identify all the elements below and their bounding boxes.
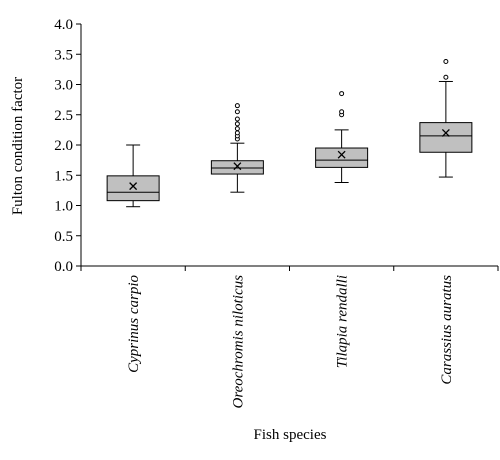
- y-tick-label: 3.0: [54, 78, 73, 94]
- x-category-label: Oreochromis niloticus: [230, 275, 246, 409]
- x-axis-title: Fish species: [254, 427, 327, 443]
- iqr-box: [210, 160, 264, 175]
- x-category-label: Tilapia rendalli: [335, 275, 351, 368]
- outlier-point: [339, 109, 345, 115]
- y-axis-title: Fulton condition factor: [10, 77, 26, 215]
- y-axis: 0.0 0.5 1.0 1.5 2.0 2.5 3.0 3.5 4.0: [54, 17, 82, 275]
- iqr-box: [315, 147, 369, 168]
- outlier-point: [234, 126, 240, 132]
- mean-marker: [337, 150, 346, 159]
- x-category-label: Carassius auratus: [439, 275, 455, 385]
- mean-marker: [441, 128, 450, 137]
- mean-marker: [129, 182, 138, 191]
- iqr-box: [106, 175, 160, 202]
- outlier-point: [234, 103, 240, 109]
- box-2: [315, 91, 369, 184]
- box-1: [210, 103, 264, 193]
- y-tick-label: 1.5: [54, 168, 73, 184]
- y-tick-label: 4.0: [54, 17, 73, 33]
- outlier-point: [234, 121, 240, 127]
- y-tick-label: 0.5: [54, 229, 73, 245]
- box-3: [419, 59, 473, 178]
- y-tick-label: 2.0: [54, 138, 73, 154]
- outlier-point: [234, 109, 240, 115]
- mean-marker: [233, 162, 242, 171]
- outlier-point: [234, 130, 240, 136]
- boxes: [106, 59, 473, 208]
- y-tick-label: 3.5: [54, 47, 73, 63]
- y-tick-label: 0.0: [54, 259, 73, 275]
- outlier-point: [443, 74, 449, 80]
- x-category-label: Cyprinus carpio: [126, 275, 142, 373]
- outlier-point: [443, 59, 449, 65]
- x-axis: Cyprinus carpio Oreochromis niloticus Tila…: [80, 265, 499, 409]
- iqr-box: [419, 122, 473, 153]
- y-tick-label: 1.0: [54, 199, 73, 215]
- box-0: [106, 144, 160, 208]
- outlier-point: [234, 116, 240, 122]
- outlier-point: [339, 91, 345, 97]
- y-tick-label: 2.5: [54, 108, 73, 124]
